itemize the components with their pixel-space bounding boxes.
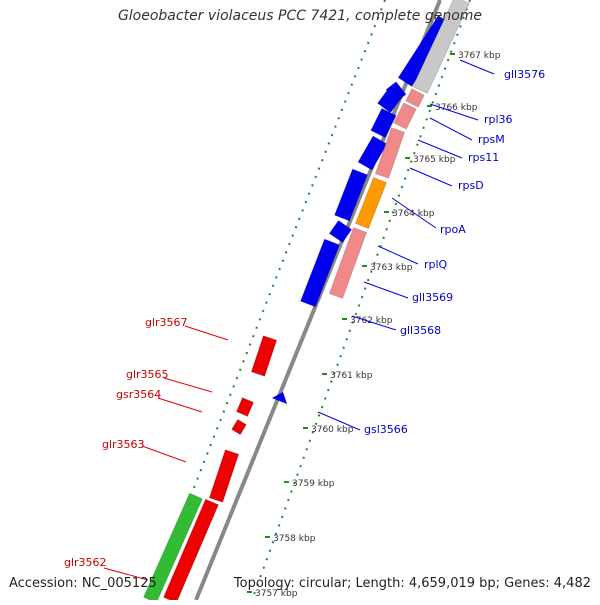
forward-label-leader xyxy=(317,411,361,431)
forward-gene-block[interactable] xyxy=(272,392,287,404)
second-track-gene-block[interactable] xyxy=(412,0,470,95)
forward-gene-block[interactable] xyxy=(328,219,353,244)
forward-gene-block[interactable] xyxy=(299,238,341,308)
forward-gene-label[interactable]: rplQ xyxy=(424,258,448,271)
forward-label-leader xyxy=(363,281,409,299)
forward-label-leader xyxy=(377,245,419,265)
kbp-label: 3759 kbp xyxy=(292,479,335,489)
second-track-gene-block[interactable] xyxy=(393,102,417,130)
reverse-gene-label[interactable]: gsr3564 xyxy=(116,388,161,401)
second-track-genes xyxy=(328,0,470,300)
forward-label-leader xyxy=(391,197,437,229)
reverse-label-leader xyxy=(157,397,203,413)
forward-gene-block[interactable] xyxy=(333,168,369,222)
forward-label-leader xyxy=(417,139,463,159)
reverse-gene-block[interactable] xyxy=(231,418,247,436)
kbp-labels: 3767 kbp 3766 kbp 3765 kbp 3764 kbp 3763 kbp… xyxy=(247,51,501,599)
kbp-label: 3762 kbp xyxy=(350,316,393,326)
kbp-label: 3765 kbp xyxy=(413,155,456,165)
reverse-gene-label[interactable]: glr3563 xyxy=(102,438,145,451)
forward-gene-label[interactable]: rpsM xyxy=(478,133,505,146)
kbp-label: 3757 kbp xyxy=(255,589,298,599)
forward-gene-label[interactable]: rpl36 xyxy=(484,113,513,126)
reverse-label-leader xyxy=(141,445,187,463)
kbp-label: 3760 kbp xyxy=(311,425,354,435)
inner-ring-dots xyxy=(251,0,471,601)
reverse-strand-genes xyxy=(142,335,278,604)
kbp-label: 3764 kbp xyxy=(392,209,435,219)
forward-gene-label[interactable]: gll3568 xyxy=(400,324,441,337)
forward-label-leader xyxy=(459,59,495,75)
kbp-label: 3766 kbp xyxy=(435,103,478,113)
reverse-gene-block[interactable] xyxy=(250,335,278,377)
reverse-label-leader xyxy=(184,325,229,341)
reverse-label-leader xyxy=(103,567,149,581)
forward-gene-label[interactable]: rps11 xyxy=(468,151,499,164)
kbp-label: 3758 kbp xyxy=(273,534,316,544)
reverse-gene-block[interactable] xyxy=(235,396,255,418)
second-track-gene-block[interactable] xyxy=(374,127,406,179)
reverse-label-leader xyxy=(163,377,213,393)
gene-labels: gll3576 rpl36 rpsM rps11 rpsD rpoA rplQ gll3569… xyxy=(64,59,545,581)
reverse-gene-label[interactable]: glr3565 xyxy=(126,368,169,381)
forward-gene-block[interactable] xyxy=(370,107,397,139)
forward-label-leader xyxy=(409,167,453,187)
kbp-label: 3763 kbp xyxy=(370,263,413,273)
forward-gene-label[interactable]: rpoA xyxy=(440,223,466,236)
forward-label-leader xyxy=(429,103,479,121)
reverse-gene-block[interactable] xyxy=(208,449,240,503)
second-track-gene-block[interactable] xyxy=(354,176,388,230)
forward-gene-label[interactable]: gll3576 xyxy=(504,68,545,81)
kbp-label: 3761 kbp xyxy=(330,371,373,381)
reverse-gene-label[interactable]: glr3567 xyxy=(145,316,188,329)
genome-title: Gloeobacter violaceus PCC 7421, complete… xyxy=(117,8,483,24)
second-track-gene-block[interactable] xyxy=(405,88,425,108)
forward-gene-label[interactable]: rpsD xyxy=(458,179,484,192)
forward-gene-block[interactable] xyxy=(357,135,388,171)
kbp-label: 3767 kbp xyxy=(458,51,501,61)
forward-label-leader xyxy=(429,117,473,141)
second-track-gene-block[interactable] xyxy=(328,226,368,300)
forward-gene-label[interactable]: gsl3566 xyxy=(364,423,408,436)
accession-text: Accession: NC_005125 xyxy=(9,576,157,591)
forward-label-leader xyxy=(351,315,397,331)
forward-gene-label[interactable]: gll3569 xyxy=(412,291,453,304)
topology-text: Topology: circular; Length: 4,659,019 bp… xyxy=(233,576,591,591)
reverse-gene-label[interactable]: glr3562 xyxy=(64,556,107,569)
forward-strand-genes xyxy=(272,14,453,404)
